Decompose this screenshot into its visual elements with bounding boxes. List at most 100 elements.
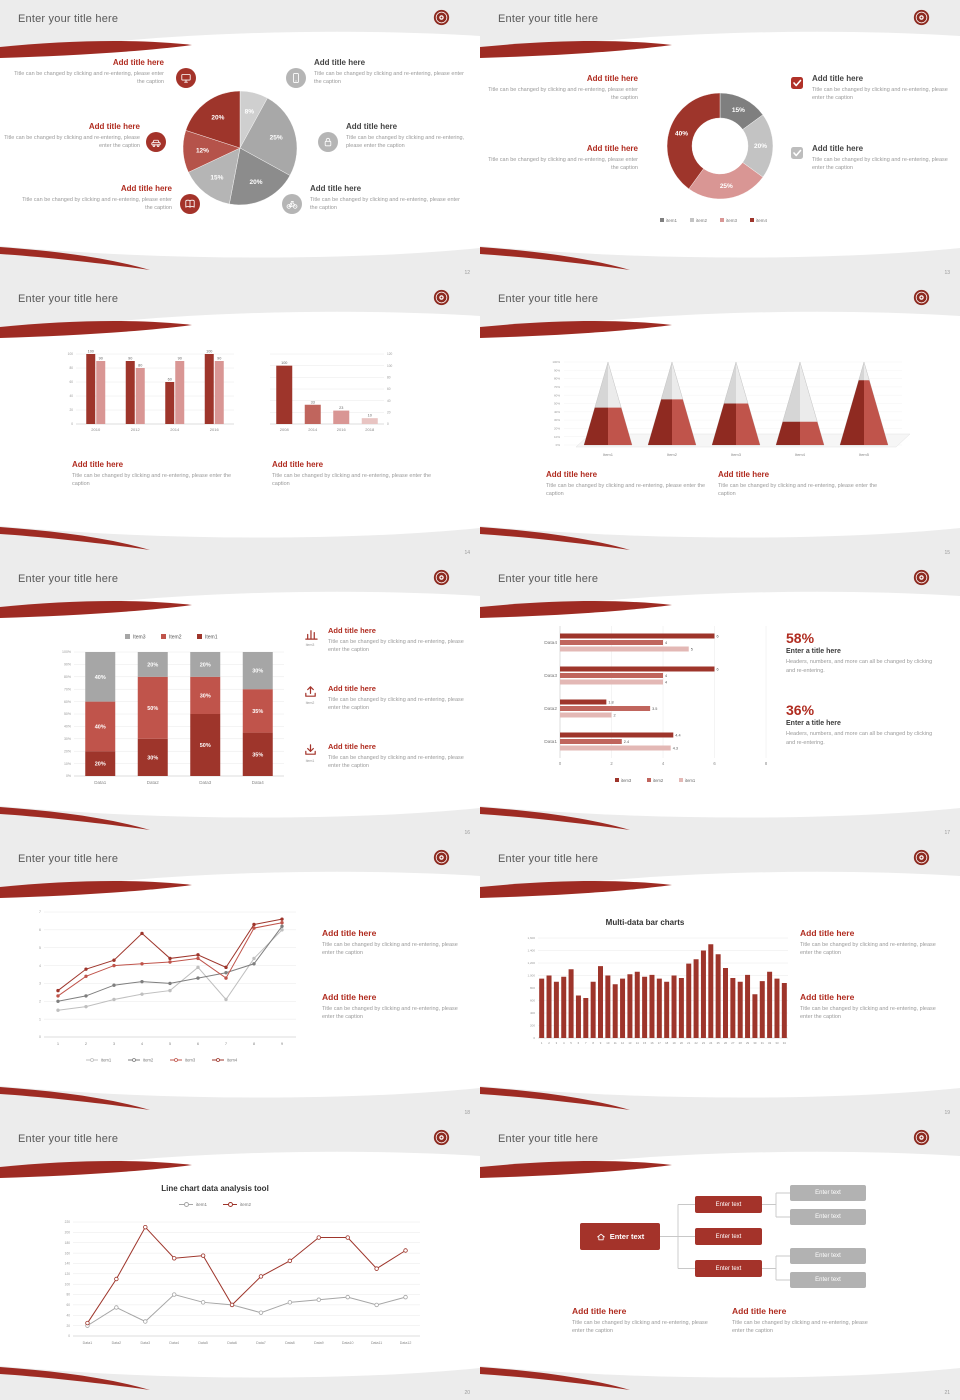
university-seal-icon <box>433 569 450 586</box>
university-seal-icon <box>433 849 450 866</box>
line-marker-icon <box>178 1202 193 1207</box>
svg-text:4: 4 <box>665 681 667 685</box>
svg-text:12: 12 <box>621 1041 625 1045</box>
page-number: 19 <box>944 1110 950 1116</box>
svg-text:20%: 20% <box>754 143 767 150</box>
pyramid-chart: 0% 10% 20% 30% 40% 50% 60% 70% 80% 90% 100% Item1 It… <box>552 360 911 457</box>
svg-text:2: 2 <box>39 999 41 1003</box>
svg-text:20: 20 <box>66 1324 70 1328</box>
monitor-icon <box>176 68 196 88</box>
caption-text: Title can be changed by clicking and re-… <box>72 472 232 488</box>
bar-chart-icon: Item3 <box>300 626 320 655</box>
svg-text:6: 6 <box>717 635 719 639</box>
svg-text:4: 4 <box>662 761 665 766</box>
svg-text:1: 1 <box>39 1017 41 1021</box>
svg-text:90: 90 <box>128 357 132 361</box>
university-seal-icon <box>913 1129 930 1146</box>
university-seal-icon <box>433 1129 450 1146</box>
svg-text:20%: 20% <box>200 662 211 668</box>
legend-label: item1 <box>195 1202 207 1207</box>
svg-text:Data1: Data1 <box>83 1341 93 1345</box>
svg-text:31: 31 <box>761 1041 765 1045</box>
caption-text: Title can be changed by clicking and re-… <box>310 196 460 212</box>
slide-title: Enter your title here <box>18 573 119 585</box>
svg-text:40: 40 <box>69 394 73 398</box>
svg-text:4: 4 <box>665 674 667 678</box>
slide-pyramid-chart: Enter your title here 0% 10% 20% 30% 40% 50% 6… <box>480 280 960 560</box>
caption-title: Add title here <box>328 626 376 635</box>
svg-text:5: 5 <box>39 946 41 950</box>
svg-text:30%: 30% <box>147 755 158 761</box>
svg-text:2018: 2018 <box>365 427 375 432</box>
svg-text:70%: 70% <box>64 687 71 691</box>
flow-node-label: Enter text <box>815 1214 841 1220</box>
caption-text: Title can be changed by clicking and re-… <box>346 134 465 150</box>
svg-text:180: 180 <box>65 1241 71 1245</box>
svg-text:2010: 2010 <box>91 427 101 432</box>
svg-text:item4: item4 <box>227 1058 238 1063</box>
stat-text: Headers, numbers, and more can all be ch… <box>786 731 933 746</box>
car-icon <box>146 132 166 152</box>
svg-text:2: 2 <box>548 1041 550 1045</box>
caption-block: Add title here Title can be changed by c… <box>718 470 878 499</box>
caption-title: Add title here <box>72 460 124 469</box>
book-icon <box>180 194 200 214</box>
svg-text:40: 40 <box>387 399 391 403</box>
svg-text:35%: 35% <box>252 709 263 715</box>
caption-block: Add title here Title can be changed by c… <box>488 144 638 173</box>
caption-title: Add title here <box>586 144 638 153</box>
caption-text: Title can be changed by clicking and re-… <box>812 86 948 102</box>
caption-block: Add title here Title can be changed by c… <box>328 684 475 713</box>
svg-text:2014: 2014 <box>308 427 318 432</box>
svg-text:0%: 0% <box>66 774 71 778</box>
svg-text:40%: 40% <box>675 130 688 137</box>
university-seal-icon <box>913 9 930 26</box>
stat-title: Enter a title here <box>786 648 841 655</box>
page-number: 12 <box>464 270 470 276</box>
grouped-bar-chart: 0 20 40 60 80 100 2010 100 90 2012 90 80 2014 60 90 201… <box>68 350 234 432</box>
flow-mid-node: Enter text <box>695 1196 762 1213</box>
caption-title: Add title here <box>346 122 398 131</box>
svg-text:Item2: Item2 <box>667 452 678 457</box>
svg-text:50%: 50% <box>554 402 560 406</box>
caption-title: Add title here <box>322 992 377 1002</box>
svg-text:Data10: Data10 <box>342 1341 354 1345</box>
caption-text: Title can be changed by clicking and re-… <box>328 638 464 654</box>
svg-text:0%: 0% <box>556 443 561 447</box>
svg-text:16: 16 <box>650 1041 654 1045</box>
slide-background-decor <box>0 560 480 840</box>
caption-title: Add title here <box>88 122 140 131</box>
svg-text:2014: 2014 <box>170 427 180 432</box>
chart-legend: item1 item2 <box>110 1202 320 1207</box>
caption-block: Add title here Title can be changed by c… <box>328 626 475 655</box>
svg-text:1,600: 1,600 <box>527 936 535 940</box>
download-icon: Item1 <box>300 742 320 771</box>
university-seal-icon <box>913 569 930 586</box>
page-number: 20 <box>464 1390 470 1396</box>
caption-title: Add title here <box>800 928 855 938</box>
svg-text:60%: 60% <box>64 700 71 704</box>
svg-text:0: 0 <box>559 761 562 766</box>
caption-block: Add title here Title can be changed by c… <box>812 144 952 173</box>
svg-text:9: 9 <box>281 1041 284 1046</box>
slide-bar-charts: Enter your title here 0 20 40 60 80 100 2010 10… <box>0 280 480 560</box>
svg-text:4: 4 <box>563 1041 565 1045</box>
legend-item: item2 <box>223 1202 251 1207</box>
svg-text:4: 4 <box>665 641 667 645</box>
svg-text:Data4: Data4 <box>252 780 265 785</box>
svg-text:7: 7 <box>225 1041 228 1046</box>
svg-text:90: 90 <box>178 357 182 361</box>
svg-text:80%: 80% <box>554 377 560 381</box>
svg-text:7: 7 <box>585 1041 587 1045</box>
flow-leaf-node: Enter text <box>790 1185 866 1201</box>
svg-text:11: 11 <box>614 1041 617 1045</box>
svg-text:Data4: Data4 <box>544 640 557 646</box>
svg-text:Data4: Data4 <box>169 1341 179 1345</box>
svg-text:Item2: Item2 <box>169 635 182 641</box>
svg-text:40%: 40% <box>554 410 560 414</box>
svg-text:Item1: Item1 <box>205 635 218 641</box>
icon-label: Item2 <box>305 700 315 705</box>
svg-text:30%: 30% <box>252 669 263 675</box>
svg-text:0: 0 <box>71 422 73 426</box>
stat-value: 58% <box>786 630 815 646</box>
